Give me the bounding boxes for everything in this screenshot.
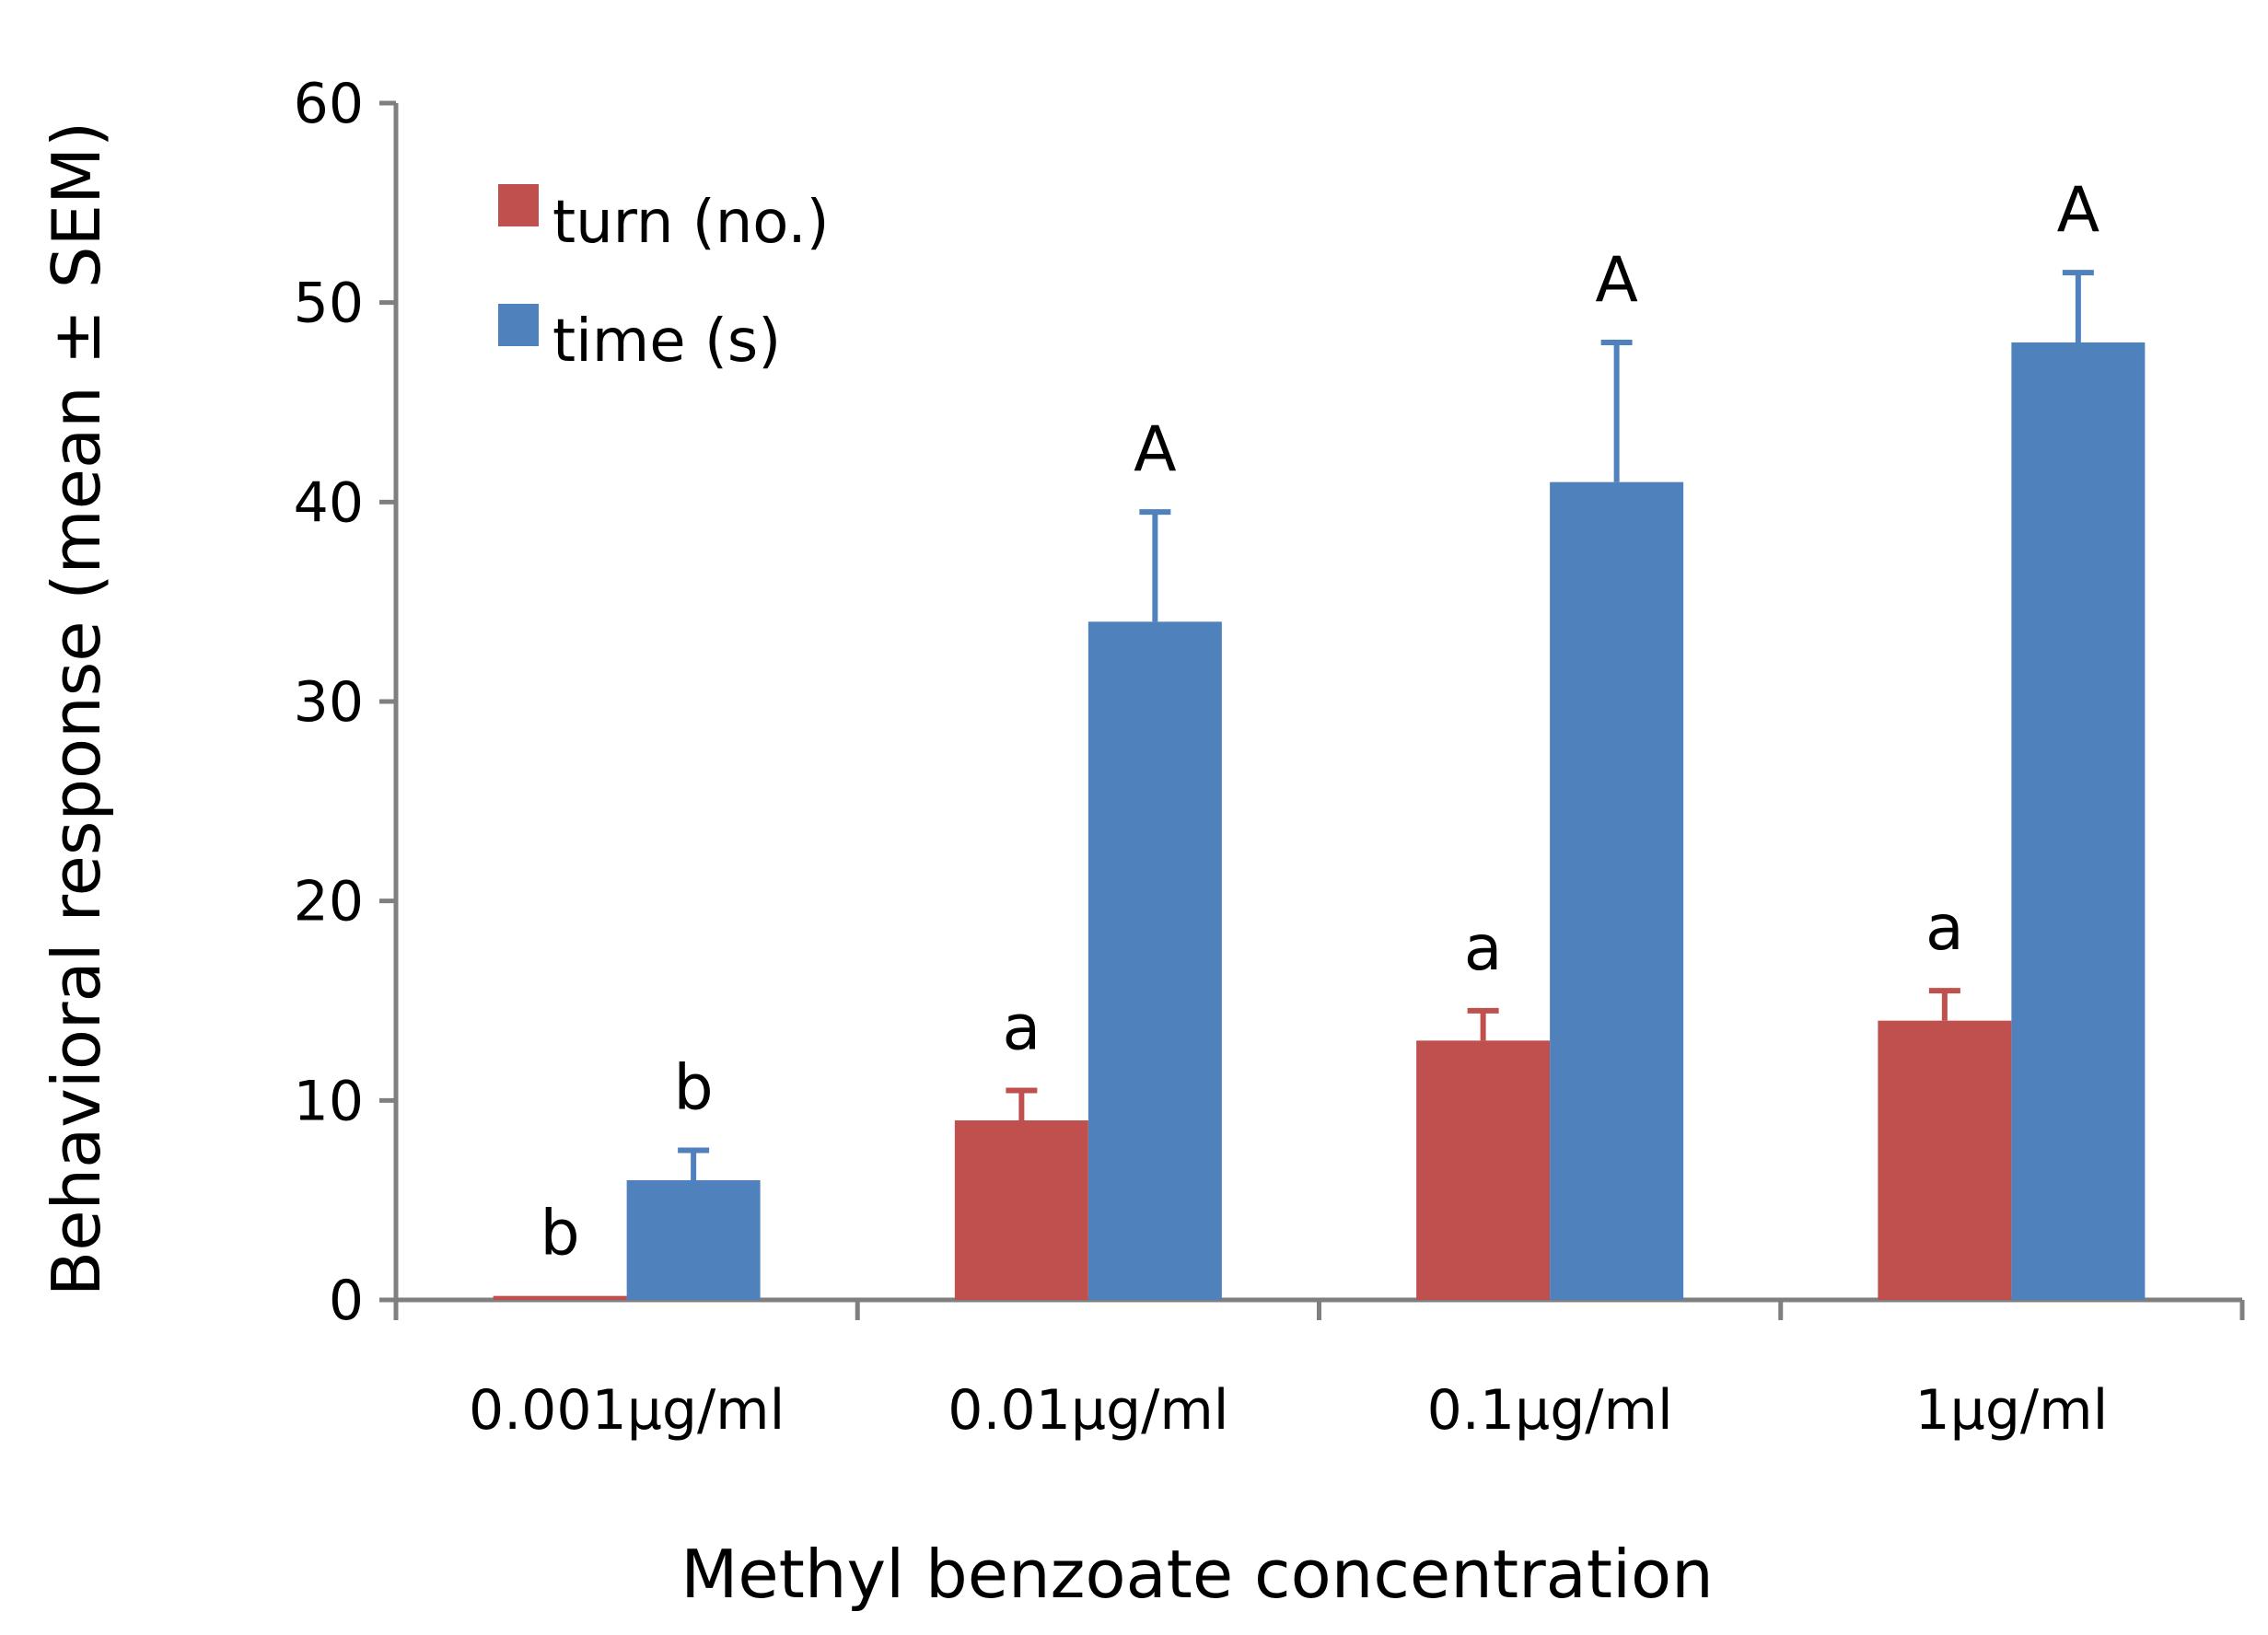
bar-turn-2 xyxy=(1416,1040,1551,1300)
sig-label-time-1: A xyxy=(1134,413,1177,486)
y-tick-label-60: 60 xyxy=(294,72,364,136)
sig-label-turn-3: a xyxy=(1925,892,1964,965)
sig-label-turn-0: b xyxy=(541,1198,580,1270)
y-axis-title: Behavioral response (mean ± SEM) xyxy=(38,122,115,1296)
sig-label-time-2: A xyxy=(1595,244,1638,317)
legend-swatch-turn xyxy=(498,184,539,226)
y-tick-label-40: 40 xyxy=(294,470,364,535)
y-tick-label-0: 0 xyxy=(329,1269,364,1333)
legend-label-time: time (s) xyxy=(552,307,781,376)
y-tick-label-50: 50 xyxy=(294,272,364,336)
legend: turn (no.) time (s) xyxy=(498,184,830,376)
bar-time-0 xyxy=(626,1180,761,1300)
x-tick-label-0: 0.001µg/ml xyxy=(469,1378,785,1443)
sig-label-turn-1: a xyxy=(1003,992,1041,1065)
legend-swatch-time xyxy=(498,304,539,346)
x-tick-label-3: 1µg/ml xyxy=(1914,1378,2108,1443)
x-axis-title: Methyl benzoate concentration xyxy=(680,1536,1713,1613)
x-tick-label-2: 0.1µg/ml xyxy=(1427,1378,1673,1443)
sig-label-turn-2: a xyxy=(1464,912,1503,985)
bar-time-1 xyxy=(1087,621,1222,1300)
plot-area: 0 10 20 30 40 50 60 b b 0.001µg/ml a A 0.01µg/ml a A 0.… xyxy=(294,72,2245,1443)
bar-turn-0 xyxy=(493,1295,627,1300)
bar-turn-3 xyxy=(1878,1020,2012,1300)
bar-turn-1 xyxy=(954,1120,1088,1300)
legend-label-turn: turn (no.) xyxy=(552,189,830,257)
sig-label-time-0: b xyxy=(674,1052,714,1125)
bar-time-2 xyxy=(1550,481,1684,1300)
y-tick-label-10: 10 xyxy=(294,1069,364,1133)
bar-time-3 xyxy=(2011,342,2146,1300)
y-tick-label-20: 20 xyxy=(294,870,364,934)
y-tick-label-30: 30 xyxy=(294,670,364,735)
x-tick-label-1: 0.01µg/ml xyxy=(948,1378,1228,1443)
sig-label-time-3: A xyxy=(2057,174,2100,247)
